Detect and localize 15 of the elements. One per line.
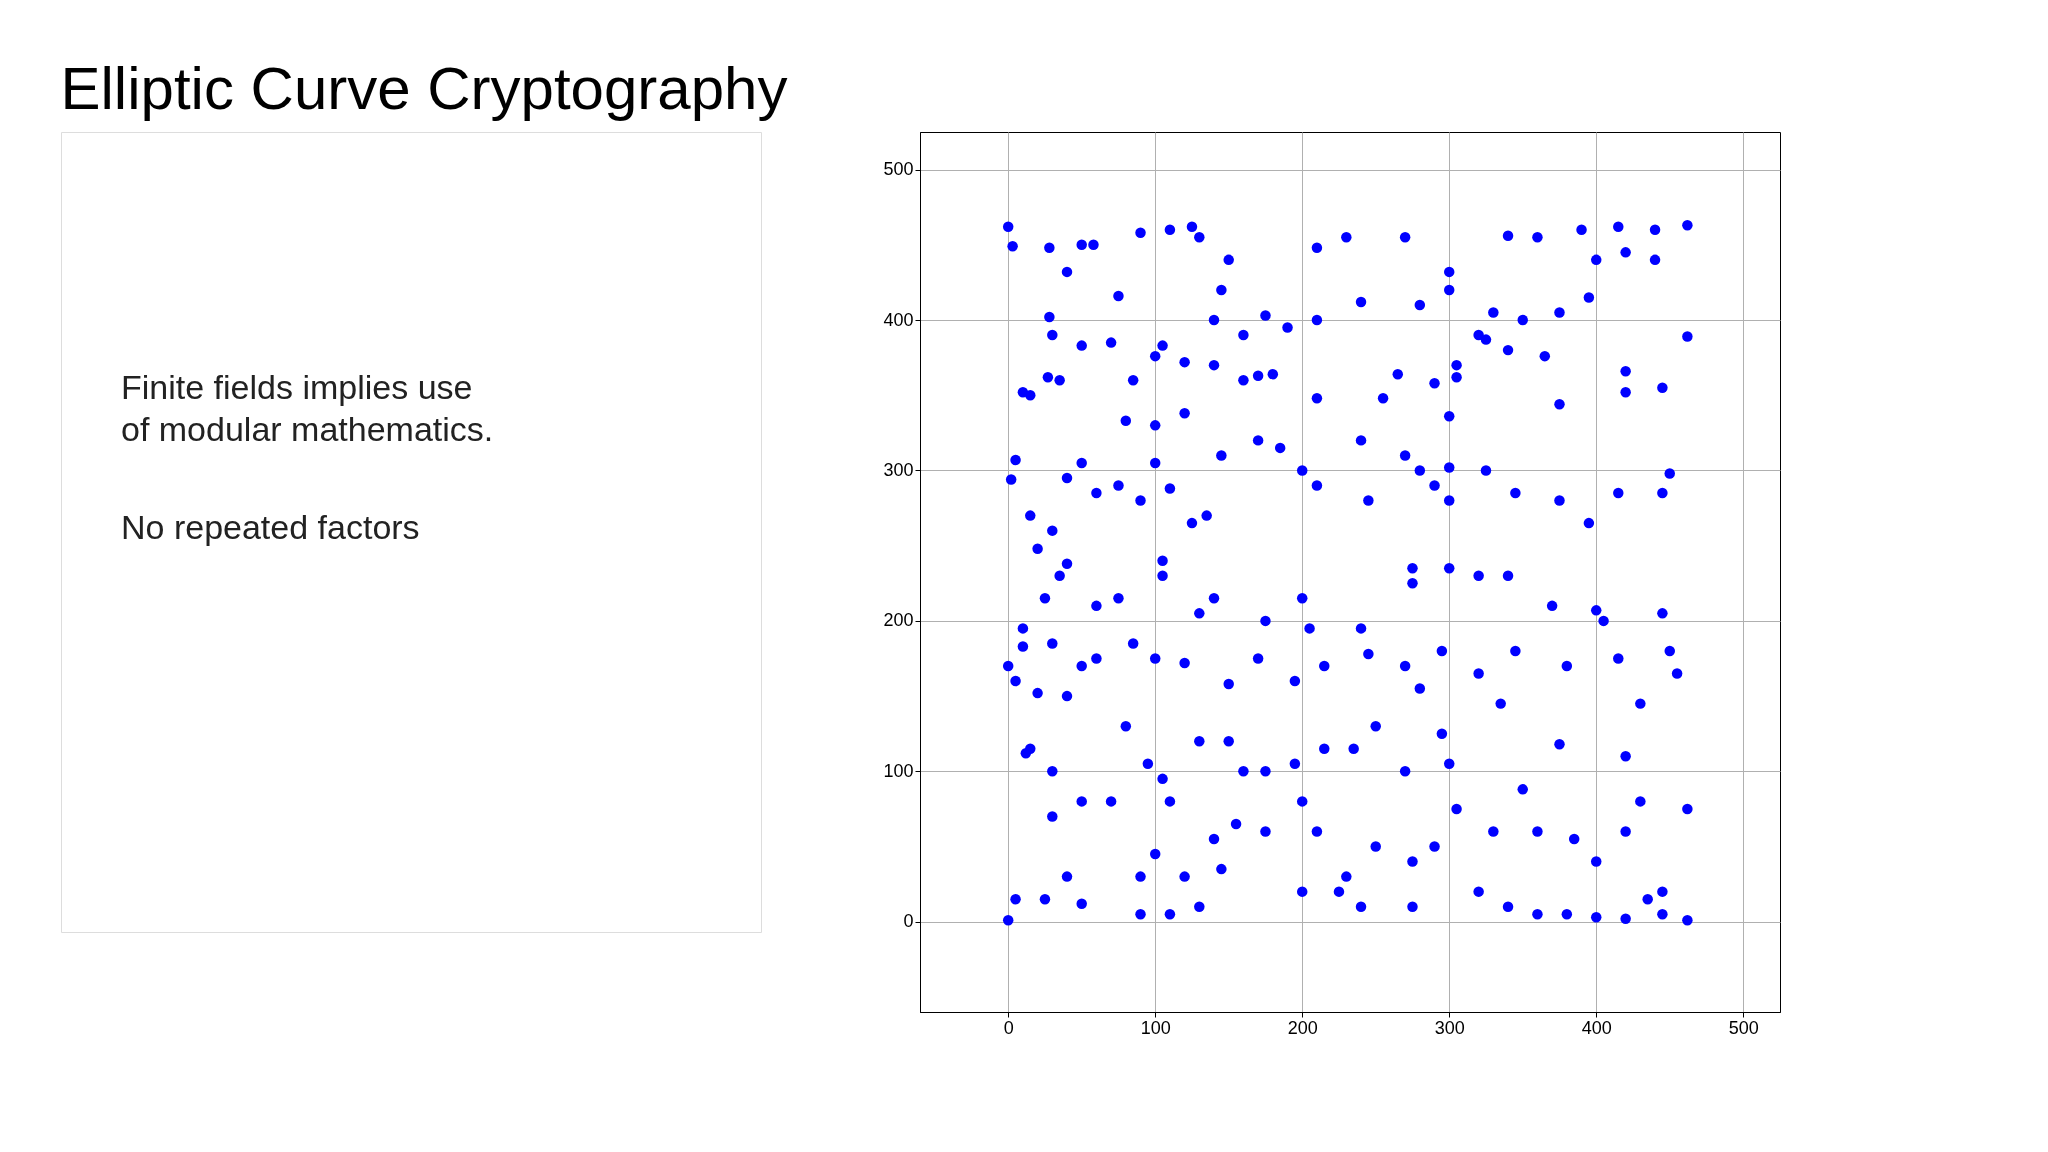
y-tick-label: 300: [883, 459, 914, 480]
x-tick-label: 500: [1728, 1017, 1759, 1038]
y-tick-label: 0: [903, 911, 914, 932]
text: Elliptic Curve Cryptography: [60, 54, 788, 122]
x-tick-label: 0: [1003, 1017, 1014, 1038]
text: Finite fields implies use of modular mathematics.: [121, 368, 494, 448]
x-tick-label: 200: [1287, 1017, 1318, 1038]
x-tick-label: 400: [1581, 1017, 1612, 1038]
y-tick-label: 400: [883, 309, 914, 330]
y-tick-label: 200: [883, 610, 914, 631]
y-tick-label: 500: [883, 159, 914, 180]
x-tick-label: 100: [1140, 1017, 1171, 1038]
x-tick-label: 300: [1434, 1017, 1465, 1038]
text: No repeated factors: [121, 508, 420, 546]
y-tick-label: 100: [883, 760, 914, 781]
